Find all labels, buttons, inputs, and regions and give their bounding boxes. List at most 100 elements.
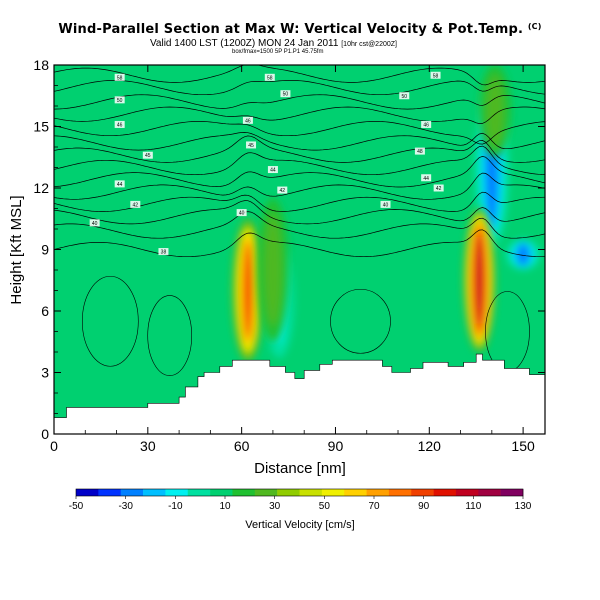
theta-contour — [54, 172, 545, 200]
theta-label: 44 — [114, 180, 125, 188]
theta-label: 45 — [142, 151, 153, 159]
chart-title: Wind-Parallel Section at Max W: Vertical… — [58, 22, 542, 37]
colorbar-tick-label: -30 — [118, 501, 133, 512]
theta-label-text: 42 — [133, 202, 139, 208]
theta-label: 58 — [114, 73, 125, 81]
theta-label-text: 58 — [117, 75, 123, 81]
colorbar-segment — [455, 489, 479, 496]
theta-label-text: 45 — [248, 143, 254, 149]
theta-label: 42 — [277, 186, 288, 194]
theta-label-text: 40 — [92, 221, 98, 227]
theta-contour — [330, 288, 391, 354]
theta-contour-labels: 58 58 58 50 50 50 46 46 46 45 45 48 44 44 44 42 42 42 40 40… — [89, 71, 444, 256]
theta-label-text: 44 — [117, 182, 123, 188]
theta-contour — [54, 80, 545, 96]
y-tick-label: 12 — [33, 180, 49, 196]
theta-label-text: 40 — [383, 202, 389, 208]
theta-label: 40 — [380, 200, 391, 208]
x-tick-label: 30 — [140, 438, 156, 454]
theta-contour — [54, 121, 545, 145]
chart-subsubtitle: box/fmax=1500 5P P1.P1 45.75fm — [232, 49, 324, 55]
x-axis-label: Distance [nm] — [254, 460, 346, 477]
y-axis-label: Height [Kft MSL] — [8, 195, 25, 304]
updraft-core — [256, 198, 289, 342]
theta-label-text: 42 — [280, 188, 286, 194]
velocity-field — [231, 65, 541, 363]
x-tick-label: 120 — [418, 438, 442, 454]
theta-label: 44 — [421, 174, 432, 182]
terrain — [54, 353, 545, 434]
colorbar-tick-label: 10 — [219, 501, 231, 512]
theta-label: 50 — [280, 90, 291, 98]
theta-label-text: 45 — [145, 153, 151, 159]
colorbar-segment — [299, 489, 323, 496]
theta-label: 46 — [114, 120, 125, 128]
theta-label: 44 — [267, 166, 278, 174]
theta-label-text: 50 — [283, 92, 289, 98]
colorbar-segment — [254, 489, 278, 496]
theta-label: 50 — [114, 96, 125, 104]
theta-label: 46 — [421, 120, 432, 128]
colorbar-segment — [98, 489, 121, 496]
y-tick-label: 3 — [41, 365, 49, 381]
colorbar-tick-label: 110 — [465, 501, 481, 512]
theta-contour — [54, 200, 545, 225]
theta-contour — [54, 132, 545, 151]
colorbar-tick-label: -10 — [168, 501, 183, 512]
theta-contour — [54, 156, 545, 188]
chart-subtitle: Valid 1400 LST (1200Z) MON 24 Jan 2011 [… — [150, 38, 397, 49]
theta-label-text: 44 — [423, 176, 429, 182]
theta-label: 50 — [399, 92, 410, 100]
y-tick-label: 18 — [33, 57, 49, 73]
theta-label: 46 — [242, 116, 253, 124]
colorbar-segment — [321, 489, 345, 496]
theta-label: 42 — [433, 184, 444, 192]
theta-label-text: 50 — [117, 98, 123, 104]
colorbar-segment — [344, 489, 367, 496]
colorbar-segment — [500, 489, 524, 496]
x-axis: 0 30 60 90 120 150 — [50, 65, 535, 454]
theta-label-text: 40 — [239, 211, 245, 217]
x-tick-label: 60 — [234, 438, 250, 454]
theta-label-text: 48 — [417, 149, 423, 155]
colorbar-segment — [187, 489, 211, 496]
y-tick-label: 15 — [33, 119, 49, 135]
colorbar-tick-label: 70 — [368, 501, 380, 512]
colorbar-segment — [120, 489, 144, 496]
theta-label-text: 58 — [433, 73, 439, 79]
colorbar-tick-label: 50 — [319, 501, 331, 512]
colorbar-segment — [232, 489, 256, 496]
x-tick-label: 90 — [328, 438, 344, 454]
colorbar: -50 -30 -10 10 30 50 70 90 110 130 — [69, 488, 532, 512]
colorbar-segment — [277, 489, 300, 496]
y-tick-label: 9 — [41, 242, 49, 258]
theta-label-text: 46 — [423, 122, 429, 128]
theta-contour — [54, 229, 545, 258]
colorbar-tick-label: -50 — [69, 501, 84, 512]
theta-label: 58 — [264, 73, 275, 81]
x-tick-label: 0 — [50, 438, 58, 454]
updraft-core — [231, 218, 264, 363]
colorbar-frame — [75, 488, 524, 497]
theta-label-text: 42 — [436, 186, 442, 192]
y-tick-label: 6 — [41, 303, 49, 319]
theta-label-text: 38 — [161, 250, 167, 256]
colorbar-segment — [388, 489, 412, 496]
colorbar-segment — [143, 489, 166, 496]
theta-contour — [54, 211, 545, 239]
theta-label-text: 58 — [267, 75, 273, 81]
theta-label-text: 46 — [117, 122, 123, 128]
colorbar-tick-label: 90 — [418, 501, 430, 512]
theta-label: 45 — [246, 141, 257, 149]
theta-label: 40 — [236, 209, 247, 217]
colorbar-label: Vertical Velocity [cm/s] — [245, 519, 354, 531]
theta-contour — [81, 275, 139, 367]
theta-label: 48 — [414, 147, 425, 155]
theta-contour — [54, 65, 545, 86]
theta-label: 40 — [89, 219, 100, 227]
theta-contour — [54, 106, 545, 124]
theta-contour — [54, 94, 545, 110]
y-tick-label: 0 — [41, 426, 49, 442]
y-axis: 0 3 6 9 12 15 18 — [33, 57, 545, 442]
